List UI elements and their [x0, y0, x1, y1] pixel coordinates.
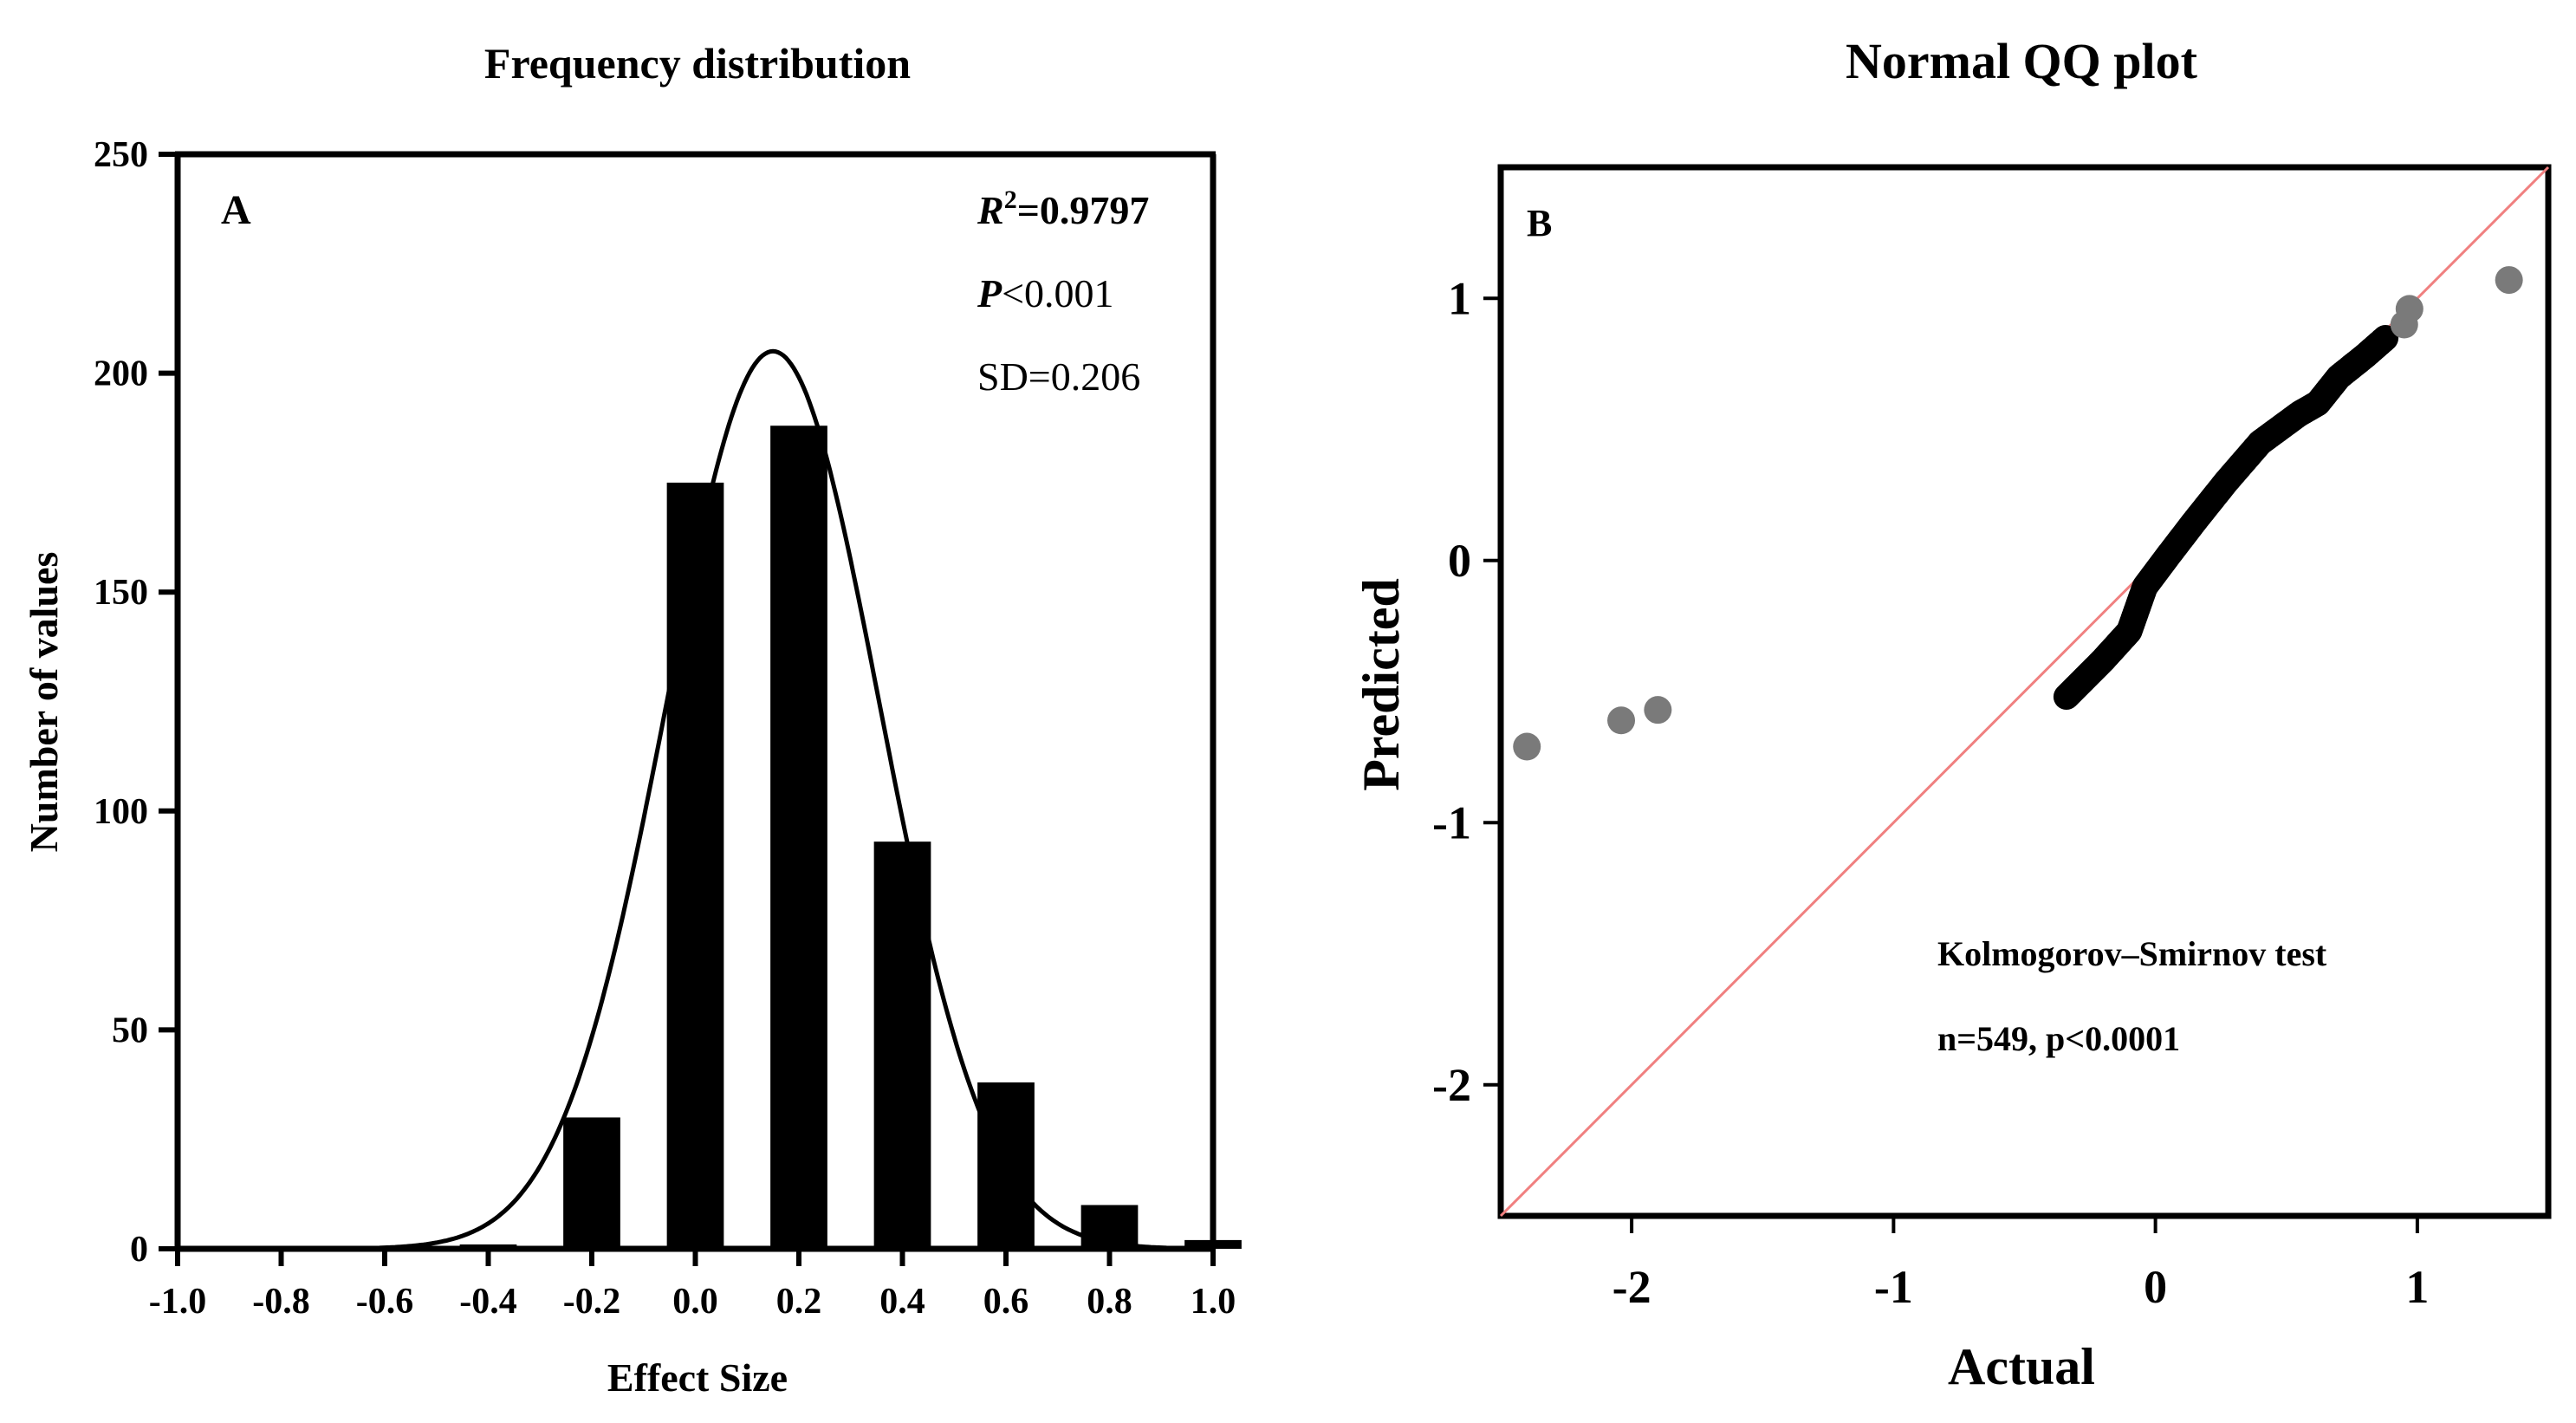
- panel-a-r2-annotation: R2=0.9797: [977, 185, 1149, 232]
- y-tick-label: 0: [130, 1230, 148, 1270]
- y-tick-label: -1: [1432, 796, 1471, 848]
- x-tick-label: 0.6: [983, 1282, 1029, 1322]
- x-tick-label: -1: [1874, 1261, 1913, 1313]
- x-tick-label: 0.0: [672, 1282, 718, 1322]
- qq-outlier-point: [1644, 696, 1672, 724]
- panel-a-x-ticks: -1.0 -0.8 -0.6 -0.4 -0.2 0.0 0.2 0.4 0.6 0.8 1.0: [149, 1249, 1236, 1322]
- panel-a-r2-superscript: 2: [1004, 185, 1017, 214]
- y-tick-label: 250: [94, 135, 148, 175]
- y-tick-label: 1: [1448, 272, 1471, 324]
- y-tick-label: 150: [94, 573, 148, 613]
- x-tick-label: 0.4: [879, 1282, 925, 1322]
- x-tick-label: 0: [2144, 1261, 2167, 1313]
- panel-b-test-name: Kolmogorov–Smirnov test: [1937, 934, 2327, 973]
- panel-a-x-axis-label: Effect Size: [607, 1355, 788, 1400]
- qq-outlier-point: [2395, 295, 2424, 323]
- panel-b-x-ticks: -2 -1 0 1: [1612, 1216, 2429, 1313]
- panel-b-y-ticks: -2 -1 0 1: [1432, 272, 1501, 1111]
- panel-b-points: [1513, 266, 2523, 761]
- qq-outlier-point: [2495, 266, 2523, 295]
- panel-b-title: Normal QQ plot: [1846, 33, 2198, 89]
- panel-a-p-annotation: P<0.001: [977, 271, 1114, 315]
- panel-a-histogram: Frequency distribution A -1.0 -0.8 -0.6 -0.…: [22, 39, 1242, 1400]
- panel-a-sd-annotation: SD=0.206: [977, 354, 1140, 399]
- panel-b-x-axis-label: Actual: [1948, 1338, 2095, 1395]
- y-tick-label: -2: [1432, 1059, 1471, 1111]
- y-tick-label: 50: [112, 1010, 148, 1050]
- y-tick-label: 100: [94, 792, 148, 832]
- panel-a-p-symbol: P: [977, 271, 1002, 315]
- x-tick-label: 0.2: [776, 1282, 822, 1322]
- x-tick-label: -0.4: [459, 1282, 517, 1322]
- panel-a-bars: [459, 426, 1242, 1249]
- x-tick-label: 0.8: [1087, 1282, 1132, 1322]
- x-tick-label: -0.6: [356, 1282, 414, 1322]
- panel-a-y-axis-label: Number of values: [22, 552, 66, 853]
- x-tick-label: -0.2: [563, 1282, 621, 1322]
- panel-a-p-value: <0.001: [1002, 271, 1113, 315]
- y-tick-label: 200: [94, 354, 148, 394]
- panel-b-test-stats: n=549, p<0.0001: [1937, 1019, 2180, 1058]
- qq-outlier-point: [1513, 732, 1541, 761]
- bar-1: [563, 1117, 620, 1249]
- panel-a-label: A: [221, 187, 251, 233]
- panel-b-y-axis-label: Predicted: [1353, 578, 1410, 790]
- panel-b-label: B: [1527, 202, 1552, 244]
- panel-b-qq-plot: Normal QQ plot B -2 -1 0 1 -2 -1 0 1 Actual Pr…: [1353, 33, 2552, 1395]
- y-tick-label: 0: [1448, 535, 1471, 587]
- bar-3: [770, 426, 827, 1249]
- panel-a-y-ticks: 0 50 100 150 200 250: [94, 135, 178, 1270]
- x-tick-label: 1: [2405, 1261, 2429, 1313]
- bar-2: [666, 482, 724, 1249]
- x-tick-label: -0.8: [252, 1282, 310, 1322]
- qq-outlier-point: [1607, 706, 1636, 735]
- x-tick-label: -1.0: [149, 1282, 207, 1322]
- x-tick-label: -2: [1612, 1261, 1651, 1313]
- x-tick-label: 1.0: [1191, 1282, 1236, 1322]
- qq-point: [2372, 325, 2399, 351]
- panel-a-r2-value: =0.9797: [1017, 188, 1150, 232]
- panel-a-r2-symbol: R: [977, 188, 1004, 232]
- panel-a-title: Frequency distribution: [484, 39, 911, 88]
